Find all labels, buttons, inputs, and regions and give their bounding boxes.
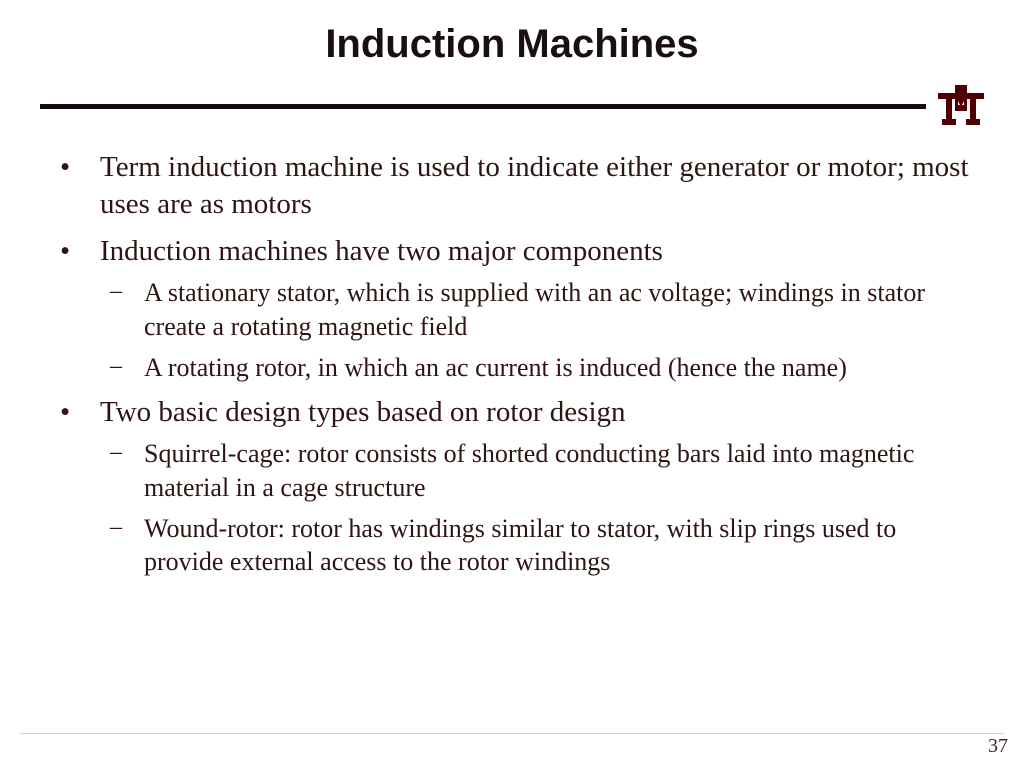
sub-bullet-text: A rotating rotor, in which an ac current…: [144, 353, 847, 382]
page-number: 37: [988, 735, 1008, 758]
bullet-text: Two basic design types based on rotor de…: [100, 396, 626, 428]
bullet-item: Induction machines have two major compon…: [52, 233, 974, 384]
sub-bullet-text: Squirrel-cage: rotor consists of shorted…: [144, 439, 914, 501]
sub-bullet-item: A rotating rotor, in which an ac current…: [100, 351, 974, 384]
footer-divider: [20, 733, 1004, 734]
divider-line: [40, 104, 926, 109]
sub-bullet-item: A stationary stator, which is supplied w…: [100, 276, 974, 343]
sub-bullet-text: A stationary stator, which is supplied w…: [144, 278, 925, 340]
sub-bullet-list: A stationary stator, which is supplied w…: [100, 276, 974, 384]
slide-title: Induction Machines: [40, 22, 984, 67]
slide: Induction Machines Term: [0, 0, 1024, 768]
sub-bullet-item: Wound-rotor: rotor has windings similar …: [100, 512, 974, 579]
sub-bullet-list: Squirrel-cage: rotor consists of shorted…: [100, 437, 974, 578]
sub-bullet-item: Squirrel-cage: rotor consists of shorted…: [100, 437, 974, 504]
bullet-text: Term induction machine is used to indica…: [100, 151, 969, 220]
bullet-list: Term induction machine is used to indica…: [52, 149, 974, 578]
bullet-item: Term induction machine is used to indica…: [52, 149, 974, 223]
bullet-text: Induction machines have two major compon…: [100, 235, 663, 267]
atm-logo-icon: [938, 85, 984, 127]
slide-content: Term induction machine is used to indica…: [40, 149, 984, 578]
divider-row: [40, 85, 984, 127]
bullet-item: Two basic design types based on rotor de…: [52, 394, 974, 578]
sub-bullet-text: Wound-rotor: rotor has windings similar …: [144, 514, 896, 576]
